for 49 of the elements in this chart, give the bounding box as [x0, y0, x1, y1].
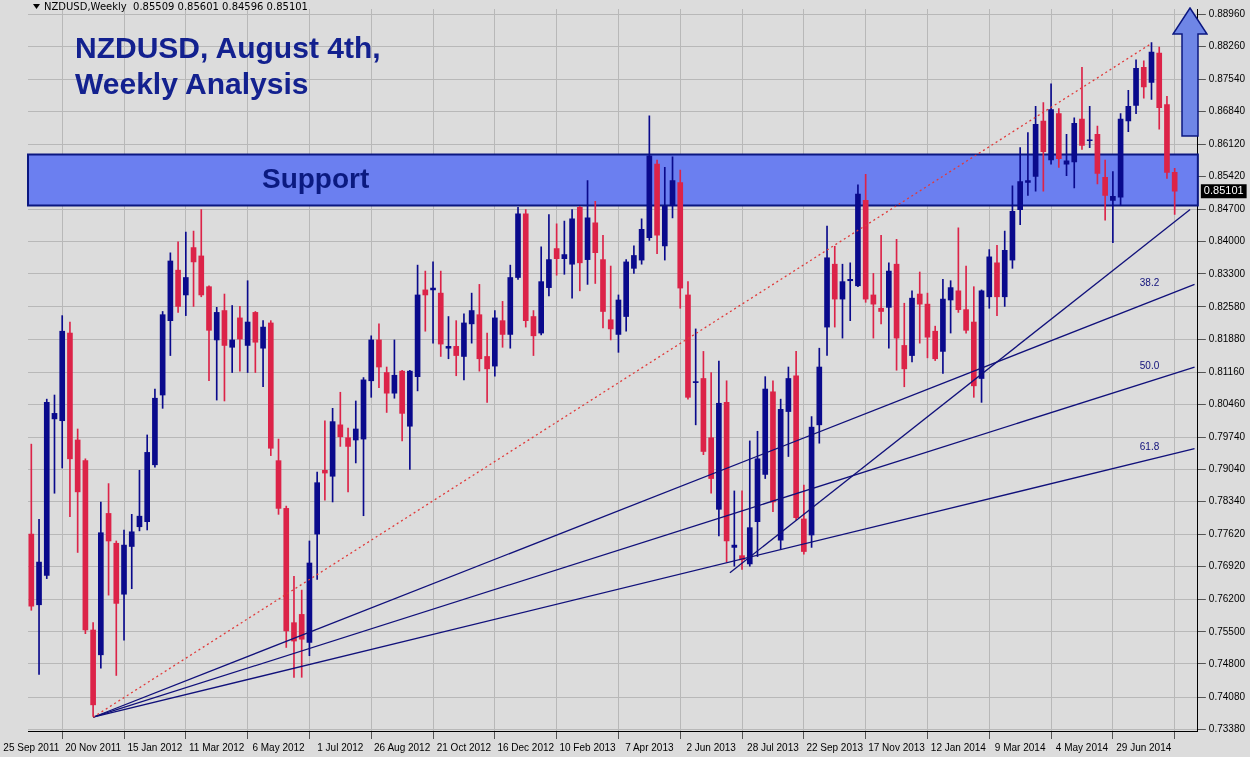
x-tick-label: 20 Nov 2011 [65, 741, 122, 753]
x-tick-label: 16 Dec 2012 [497, 741, 555, 753]
y-tick-label: 0.81880 [1208, 332, 1246, 344]
y-tick-label: 0.79740 [1208, 430, 1246, 442]
x-tick-label: 2 Jun 2013 [686, 741, 737, 753]
x-tick-label: 7 Apr 2013 [625, 741, 674, 753]
chart-subtitle: NZDUSD,Weekly 0.85509 0.85601 0.84596 0.85101 [44, 1, 308, 12]
x-tick-label: 12 Jan 2014 [930, 741, 987, 753]
x-tick-label: 15 Jan 2012 [127, 741, 183, 753]
y-tick-label: 0.84000 [1208, 235, 1246, 247]
series-label: 61.8 [1139, 441, 1160, 453]
y-tick-label: 0.76920 [1208, 560, 1246, 572]
y-tick-label: 0.81160 [1208, 365, 1245, 377]
y-tick-label: 0.85420 [1208, 170, 1246, 182]
series-label: 50.0 [1139, 359, 1160, 371]
y-tick-label: 0.74800 [1208, 657, 1246, 669]
y-tick-label: 0.83300 [1208, 267, 1246, 279]
y-tick-label: 0.73380 [1208, 722, 1246, 734]
y-tick-label: 0.78340 [1208, 495, 1246, 507]
series-label: 38.2 [1139, 277, 1160, 289]
x-tick-label: 29 Jun 2014 [1116, 741, 1172, 753]
y-tick-label: 0.84700 [1208, 203, 1246, 215]
y-tick-label: 0.75500 [1208, 625, 1246, 637]
y-tick-label: 0.87540 [1208, 72, 1246, 84]
x-tick-label: 6 May 2012 [252, 741, 306, 753]
y-tick-label: 0.88260 [1208, 39, 1246, 51]
x-tick-label: 9 Mar 2014 [994, 741, 1046, 753]
band-label: Support [261, 162, 370, 194]
x-tick-label: 17 Nov 2013 [868, 741, 926, 753]
y-tick-label: 0.77620 [1208, 528, 1246, 540]
y-tick-label: 0.76200 [1208, 593, 1246, 605]
text: NZDUSD, August 4th, Weekly Analysis [75, 30, 382, 102]
x-tick-label: 25 Sep 2011 [3, 741, 60, 753]
x-tick-label: 1 Jul 2012 [317, 741, 364, 753]
y-tick-label: 0.79040 [1208, 463, 1246, 475]
x-tick-label: 21 Oct 2012 [436, 741, 492, 753]
x-tick-label: 4 May 2014 [1055, 741, 1109, 753]
y-tick-label: 0.86840 [1208, 105, 1246, 117]
y-tick-label: 0.80460 [1208, 397, 1246, 409]
text: 0.85101 [1203, 184, 1244, 197]
y-tick-label: 0.88960 [1208, 7, 1246, 19]
y-tick-label: 0.86120 [1208, 138, 1246, 150]
x-tick-label: 10 Feb 2013 [559, 741, 617, 753]
y-tick-label: 0.82580 [1208, 300, 1246, 312]
x-tick-label: 11 Mar 2012 [189, 741, 245, 753]
y-tick-label: 0.74080 [1208, 690, 1246, 702]
x-tick-label: 26 Aug 2012 [374, 741, 431, 753]
x-tick-label: 22 Sep 2013 [806, 741, 864, 753]
x-tick-label: 28 Jul 2013 [747, 741, 800, 753]
